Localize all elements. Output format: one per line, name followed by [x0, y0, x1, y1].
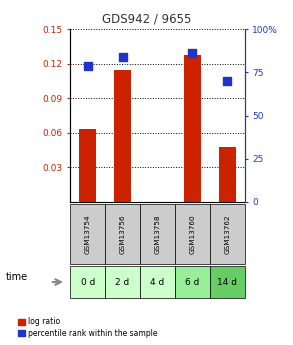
- Text: 2 d: 2 d: [115, 277, 130, 287]
- Text: GSM13756: GSM13756: [120, 214, 126, 254]
- Text: GDS942 / 9655: GDS942 / 9655: [102, 12, 191, 25]
- Bar: [219, 147, 236, 202]
- Text: 14 d: 14 d: [217, 277, 237, 287]
- Text: GSM13754: GSM13754: [85, 214, 91, 254]
- Text: 0 d: 0 d: [81, 277, 95, 287]
- Text: time: time: [6, 272, 28, 282]
- Point: [190, 51, 195, 56]
- Bar: [114, 70, 131, 202]
- Point: [86, 63, 90, 68]
- Point: [225, 78, 230, 84]
- Point: [120, 54, 125, 60]
- Text: GSM13758: GSM13758: [154, 214, 161, 254]
- Bar: [184, 55, 201, 202]
- Text: 4 d: 4 d: [150, 277, 165, 287]
- Bar: [79, 129, 96, 202]
- Text: 6 d: 6 d: [185, 277, 200, 287]
- Text: GSM13762: GSM13762: [224, 214, 230, 254]
- Legend: log ratio, percentile rank within the sample: log ratio, percentile rank within the sa…: [18, 317, 157, 338]
- Text: GSM13760: GSM13760: [189, 214, 195, 254]
